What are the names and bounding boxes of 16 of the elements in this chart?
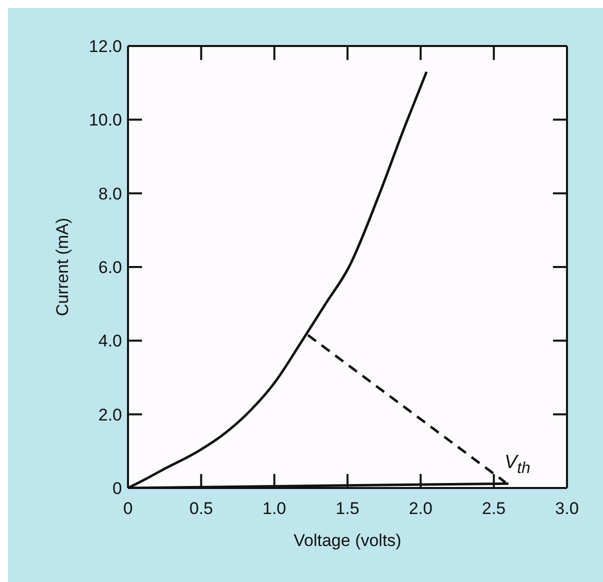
x-tick-label: 2.0 (408, 499, 432, 518)
y-tick-label: 0 (112, 479, 122, 498)
y-tick-label: 8.0 (98, 184, 122, 204)
x-tick-label: 1.0 (262, 499, 286, 518)
y-axis-title: Current (mA) (53, 218, 72, 316)
y-tick-label: 4.0 (98, 332, 122, 351)
y-tick-label: 6.0 (98, 258, 122, 277)
y-tick-label: 12.0 (88, 37, 122, 56)
x-axis-title: Voltage (volts) (294, 531, 402, 550)
y-tick-label: 10.0 (88, 110, 122, 130)
y-tick-label: 2.0 (98, 405, 122, 424)
x-tick-label: 2.5 (482, 499, 506, 518)
annotation: V$_{th}$ (504, 452, 530, 478)
x-tick-label: 1.5 (336, 499, 360, 518)
x-tick-label: 3.0 (555, 499, 579, 518)
x-tick-label: 0.5 (189, 499, 213, 518)
